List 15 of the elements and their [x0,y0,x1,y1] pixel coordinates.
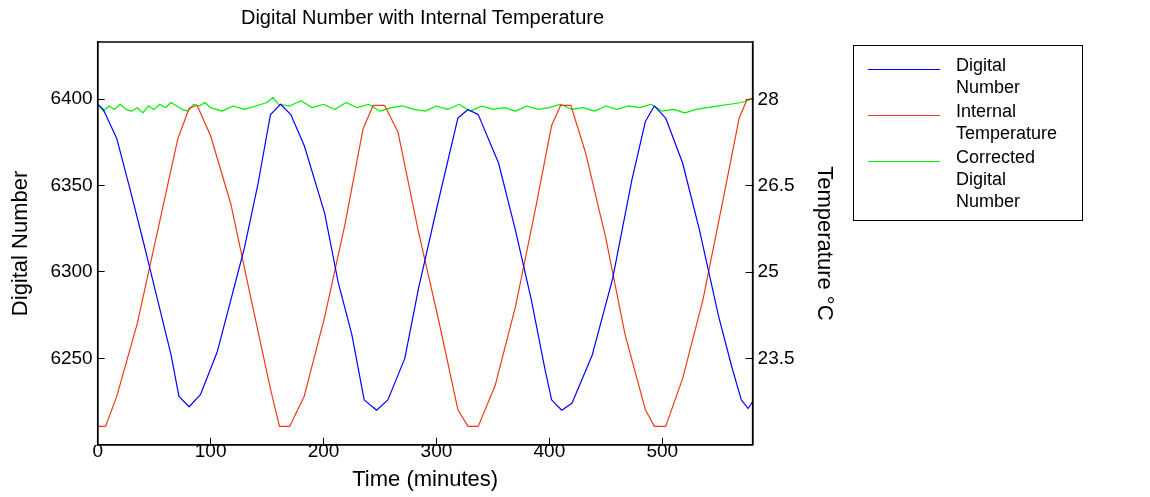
y2-tick-label: 28 [757,87,779,109]
y2-axis-title: Temperature °C [812,166,838,321]
chart-title: Digital Number with Internal Temperature [240,5,605,28]
x-axis-title: Time (minutes) [352,465,499,491]
y-tick-label: 6400 [50,87,93,109]
y-tick-label: 6250 [50,346,93,368]
y2-tick-label: 23.5 [757,346,795,368]
y-tick-label: 6300 [50,260,93,282]
y2-tick-label: 26.5 [757,174,795,196]
y-axis-title: Digital Number [7,170,33,317]
y2-tick-label: 25 [757,260,779,282]
legend-label: Internal Temperature [956,100,1059,144]
legend-label: Corrected Digital Number [956,146,1037,212]
legend-label: Digital Number [956,54,1022,98]
y-tick-label: 6350 [50,173,93,195]
